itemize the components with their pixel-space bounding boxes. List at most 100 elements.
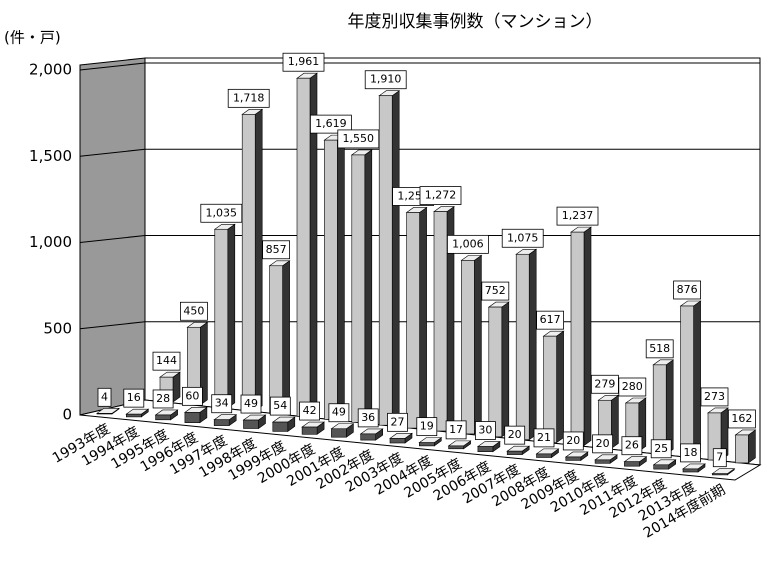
value-label-box <box>152 351 181 371</box>
bar <box>515 253 530 440</box>
value-label: 54 <box>273 399 287 412</box>
value-label: 280 <box>622 380 643 393</box>
bar <box>418 442 435 447</box>
value-label: 1,910 <box>370 73 402 86</box>
value-label: 30 <box>478 424 492 437</box>
bar-side <box>474 254 482 435</box>
bar <box>324 139 338 420</box>
value-label: 34 <box>215 397 229 410</box>
value-label: 7 <box>716 451 723 464</box>
bar-side <box>337 134 345 420</box>
value-label-box <box>562 431 584 451</box>
bar <box>477 446 494 452</box>
value-label-box <box>282 52 325 72</box>
value-label-box <box>481 281 510 301</box>
bar <box>96 413 113 415</box>
value-label: 1,550 <box>343 132 375 145</box>
value-label: 518 <box>649 342 670 355</box>
value-label-box <box>445 420 467 440</box>
value-label: 16 <box>127 391 141 404</box>
value-label: 60 <box>185 389 199 402</box>
value-label: 1,619 <box>315 117 347 130</box>
bar-side <box>556 330 564 444</box>
bar-side <box>391 90 400 426</box>
value-label: 1,035 <box>206 206 238 219</box>
value-label-box <box>618 377 647 397</box>
value-label-box <box>504 425 526 445</box>
value-label-box <box>337 129 380 149</box>
bar <box>406 212 420 429</box>
bar <box>272 421 289 432</box>
value-label-box <box>227 88 270 108</box>
bar <box>461 260 475 435</box>
bar <box>241 114 256 412</box>
value-label: 450 <box>183 304 204 317</box>
value-label-box <box>700 387 729 407</box>
value-label: 857 <box>266 243 287 256</box>
value-label-box <box>474 421 496 440</box>
bar <box>269 265 283 414</box>
value-label: 27 <box>391 415 405 428</box>
value-label: 162 <box>731 412 752 425</box>
bar-side <box>748 429 756 464</box>
value-label: 20 <box>596 437 610 450</box>
value-label: 1,006 <box>452 237 484 250</box>
value-label: 18 <box>684 446 698 459</box>
value-label-box <box>556 206 599 226</box>
bar <box>506 450 523 455</box>
bar <box>680 305 694 458</box>
value-label: 752 <box>485 284 506 297</box>
value-label-box <box>673 280 701 300</box>
bar <box>570 231 585 446</box>
bar <box>213 419 230 426</box>
value-label: 25 <box>654 442 668 455</box>
y-tick-label: 1,000 <box>29 233 72 251</box>
value-label-box <box>446 234 489 254</box>
bar <box>214 228 229 409</box>
bar-side <box>364 149 373 423</box>
value-label-box <box>309 114 352 134</box>
value-label: 49 <box>244 397 258 410</box>
value-label: 17 <box>449 423 463 436</box>
value-label-box <box>416 417 438 437</box>
value-label: 1,237 <box>562 209 594 222</box>
bar <box>543 335 557 443</box>
value-label-box <box>357 408 379 428</box>
value-label-box <box>299 401 321 421</box>
value-label: 144 <box>156 354 177 367</box>
value-label-box <box>712 448 727 468</box>
value-label-box <box>328 403 350 423</box>
value-label: 1,961 <box>288 55 320 68</box>
bar-side <box>254 108 263 412</box>
bar <box>126 413 142 418</box>
y-tick-label: 500 <box>43 319 72 337</box>
value-label: 21 <box>537 431 551 444</box>
value-label: 20 <box>566 434 580 447</box>
bar <box>389 438 406 444</box>
bar <box>488 306 503 438</box>
bar <box>565 456 582 461</box>
value-label: 279 <box>594 377 615 390</box>
bar <box>331 428 347 438</box>
value-label-box <box>536 310 564 330</box>
value-label-box <box>387 412 408 432</box>
bar <box>682 468 699 473</box>
value-label-box <box>650 439 672 459</box>
bar <box>448 445 464 450</box>
bar-side <box>528 248 537 441</box>
value-label: 20 <box>508 428 522 441</box>
value-label: 273 <box>704 390 725 403</box>
bar <box>351 154 366 423</box>
bar <box>360 433 377 441</box>
bar <box>433 211 448 432</box>
value-label-box <box>364 70 407 90</box>
y-axis-label: (件・戸) <box>4 29 61 47</box>
bar <box>296 77 311 417</box>
value-label: 42 <box>303 404 317 417</box>
y-tick-label: 2,000 <box>29 61 72 79</box>
bar-side <box>583 226 592 447</box>
grid-line <box>79 235 760 243</box>
value-label: 28 <box>156 392 170 405</box>
value-label: 1,718 <box>233 91 265 104</box>
bar <box>594 459 611 464</box>
